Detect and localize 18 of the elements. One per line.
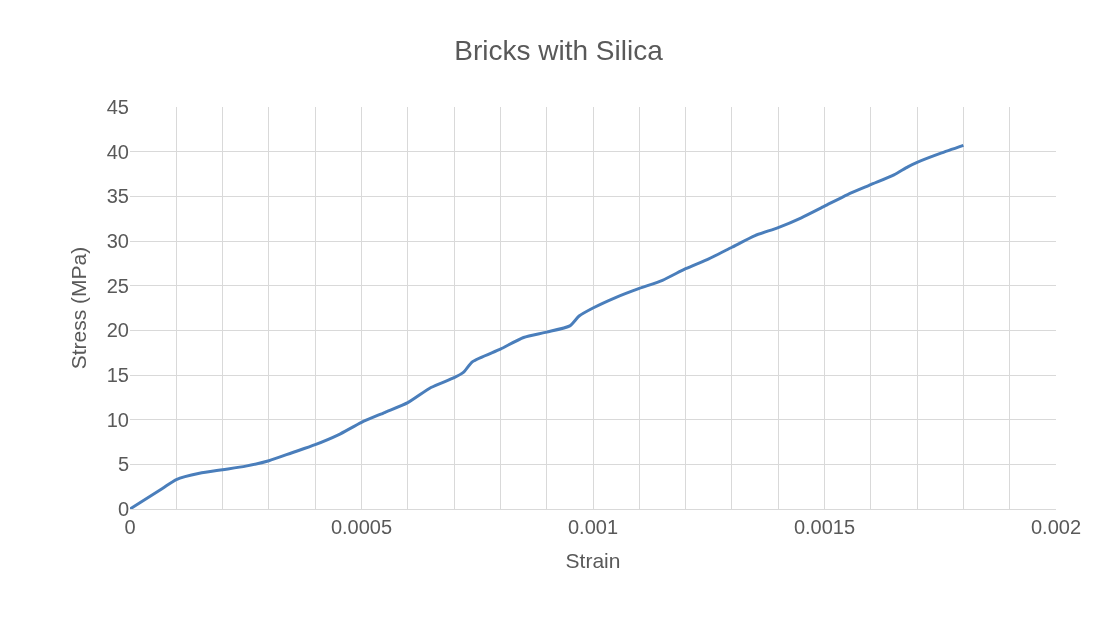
x-tick-label: 0.002 — [1030, 516, 1082, 538]
y-tick-label: 5 — [117, 453, 129, 476]
x-axis-title: Strain — [565, 549, 621, 573]
y-tick-label: 10 — [106, 408, 129, 431]
y-tick-label: 0 — [117, 498, 129, 520]
x-tick-label: 0.001 — [567, 516, 619, 538]
line-series — [130, 143, 965, 509]
y-tick-label: 25 — [106, 274, 129, 297]
y-tick-label: 30 — [106, 230, 129, 252]
y-tick-label: 15 — [106, 364, 129, 386]
y-tick-label: 45 — [106, 96, 129, 118]
x-tick-label: 0.0005 — [330, 516, 393, 538]
x-tick-label: 0.0015 — [793, 516, 856, 538]
y-tick-label: 20 — [106, 319, 129, 342]
y-axis-title: Stress (MPa) — [66, 246, 90, 370]
chart-title: Bricks with Silica — [454, 34, 664, 66]
y-tick-label: 40 — [106, 140, 129, 163]
y-tick-label: 35 — [106, 185, 129, 208]
